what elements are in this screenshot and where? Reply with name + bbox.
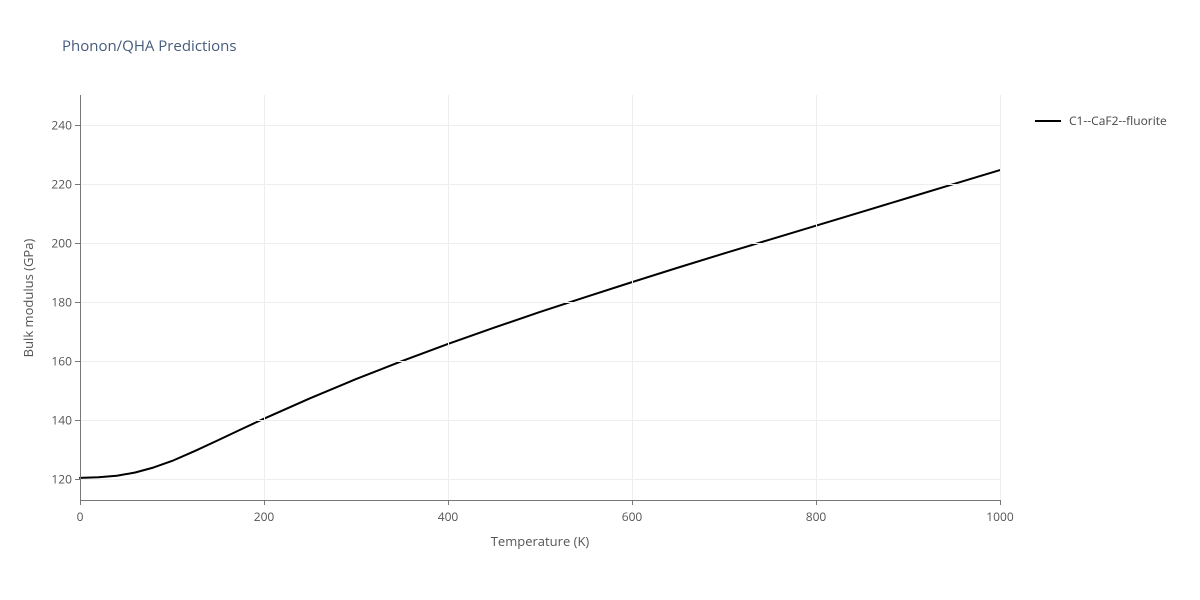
y-tick-label: 220 xyxy=(48,175,72,192)
y-tick-label: 180 xyxy=(48,293,72,310)
legend-label[interactable]: C1--CaF2--fluorite xyxy=(1069,112,1167,129)
legend-swatch xyxy=(1035,120,1061,122)
y-gridline xyxy=(80,184,1000,185)
x-tick-label: 600 xyxy=(622,508,643,525)
y-gridline xyxy=(80,125,1000,126)
x-tick-label: 200 xyxy=(254,508,275,525)
y-tick-label: 120 xyxy=(48,471,72,488)
y-tick-label: 200 xyxy=(48,234,72,251)
legend: C1--CaF2--fluorite xyxy=(1035,112,1167,129)
y-tick-mark xyxy=(75,361,80,362)
series-line xyxy=(80,170,1000,478)
x-tick-mark xyxy=(632,500,633,505)
x-tick-mark xyxy=(816,500,817,505)
y-gridline xyxy=(80,361,1000,362)
y-tick-mark xyxy=(75,184,80,185)
x-tick-mark xyxy=(264,500,265,505)
x-tick-mark xyxy=(1000,500,1001,505)
y-tick-label: 140 xyxy=(48,412,72,429)
x-axis-line xyxy=(80,500,1000,501)
y-axis-title: Bulk modulus (GPa) xyxy=(19,238,37,357)
x-tick-mark xyxy=(448,500,449,505)
x-axis-title: Temperature (K) xyxy=(491,532,590,550)
y-gridline xyxy=(80,302,1000,303)
x-gridline xyxy=(632,95,633,500)
plot-area xyxy=(80,95,1000,500)
y-tick-label: 240 xyxy=(48,116,72,133)
x-tick-label: 1000 xyxy=(986,508,1013,525)
y-axis-line xyxy=(80,95,81,500)
y-gridline xyxy=(80,479,1000,480)
y-tick-mark xyxy=(75,302,80,303)
y-gridline xyxy=(80,420,1000,421)
series-layer xyxy=(80,95,1000,500)
chart-title: Phonon/QHA Predictions xyxy=(62,36,237,56)
x-tick-label: 800 xyxy=(806,508,827,525)
x-gridline xyxy=(264,95,265,500)
y-tick-mark xyxy=(75,479,80,480)
x-tick-mark xyxy=(80,500,81,505)
x-gridline xyxy=(1000,95,1001,500)
x-tick-label: 400 xyxy=(438,508,459,525)
y-tick-mark xyxy=(75,243,80,244)
x-gridline xyxy=(448,95,449,500)
y-tick-label: 160 xyxy=(48,353,72,370)
y-gridline xyxy=(80,243,1000,244)
x-tick-label: 0 xyxy=(77,508,84,525)
x-gridline xyxy=(816,95,817,500)
y-tick-mark xyxy=(75,125,80,126)
y-tick-mark xyxy=(75,420,80,421)
